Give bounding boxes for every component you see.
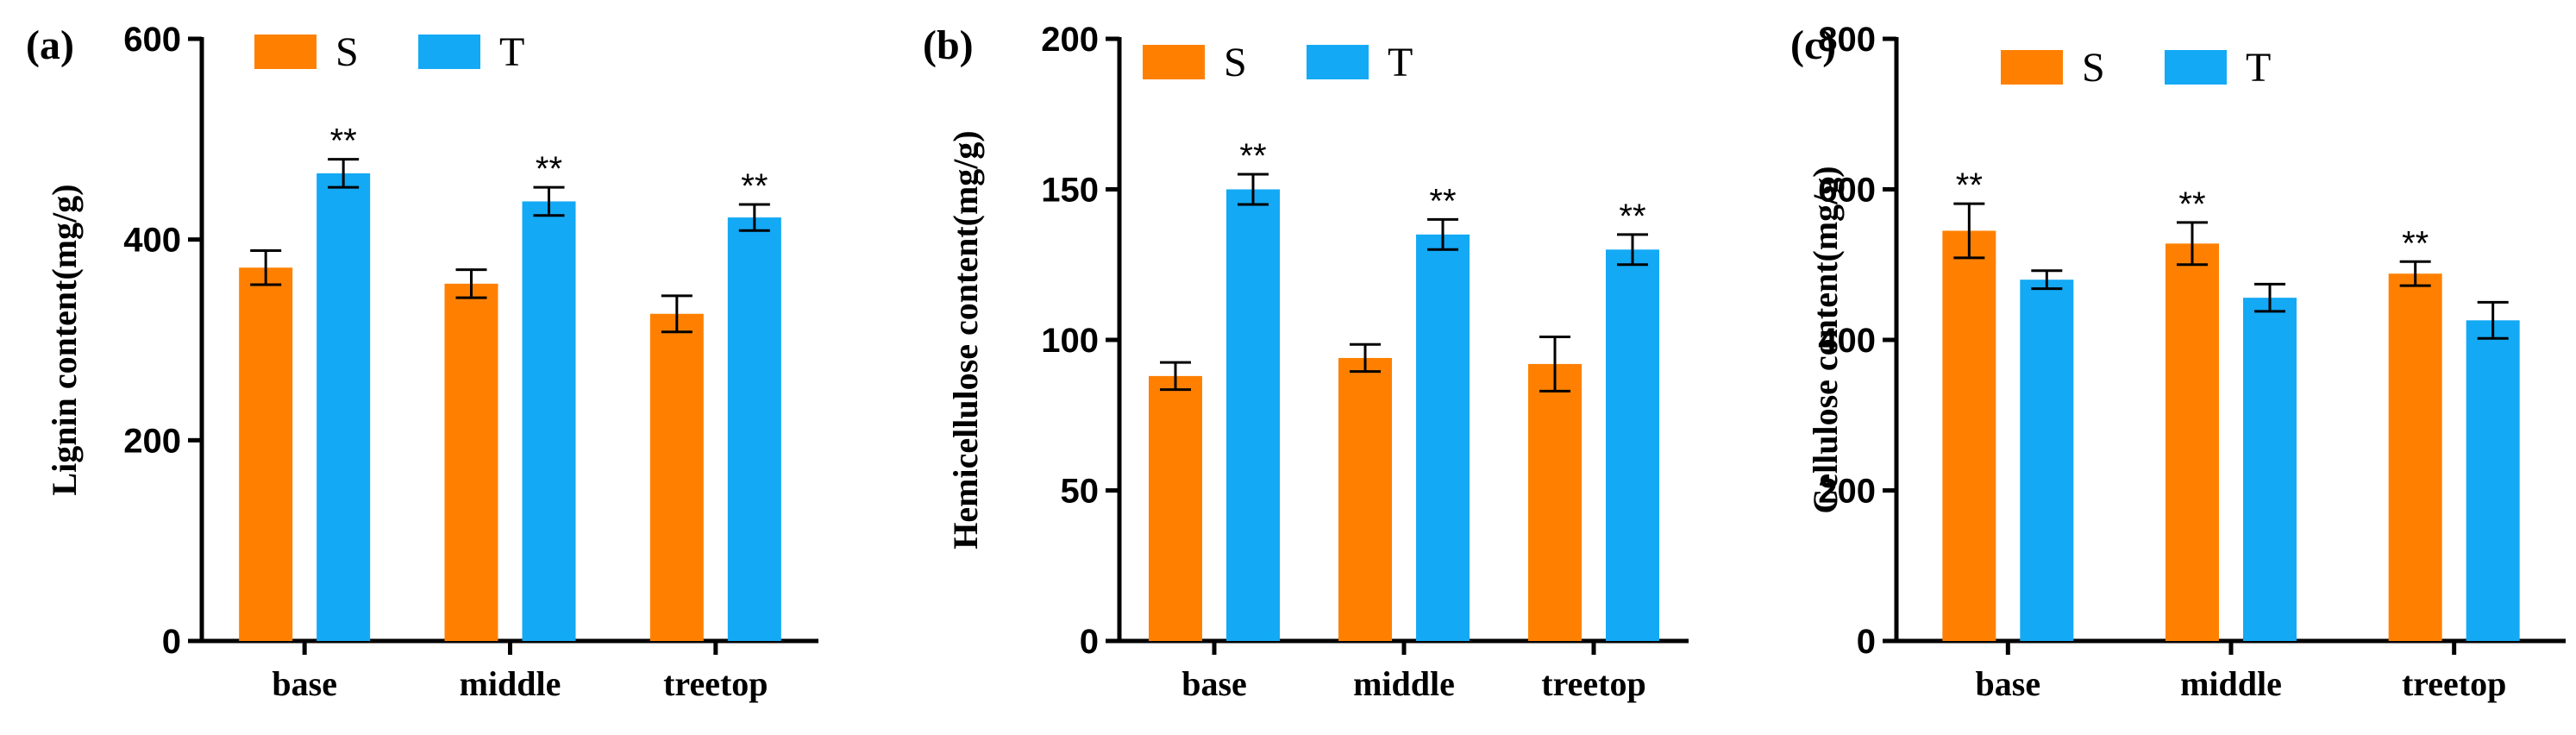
significance-marker: **	[2402, 224, 2429, 262]
legend-label-S: S	[335, 29, 359, 75]
y-tick-label: 100	[1041, 322, 1099, 360]
legend-label-T: T	[1388, 40, 1413, 85]
legend-swatch-S	[254, 35, 317, 69]
panel-label: (a)	[26, 22, 74, 68]
significance-marker: **	[1429, 182, 1456, 220]
x-tick-label: treetop	[663, 664, 768, 703]
legend-swatch-S	[1143, 45, 1205, 79]
legend-swatch-S	[2001, 50, 2063, 85]
panel-2: (b) Hemicellulose content(mg/g) 0 50 100 150 2…	[923, 21, 1689, 703]
y-tick-label: 0	[1857, 623, 1876, 661]
y-axis-label: Cellulose content(mg/g)	[1806, 166, 1845, 513]
bar-S-treetop	[2388, 273, 2442, 641]
x-tick-label: base	[1976, 664, 2041, 703]
y-axis-label: Hemicellulose content(mg/g)	[946, 130, 985, 549]
bar-T-middle	[522, 201, 576, 641]
y-tick-label: 200	[1041, 21, 1099, 59]
y-axis-label: Lignin content(mg/g)	[45, 184, 84, 495]
legend-label-T: T	[2246, 45, 2271, 91]
bar-T-treetop	[727, 217, 781, 641]
legend-label-S: S	[1224, 40, 1247, 85]
bar-T-base	[2020, 280, 2074, 641]
significance-marker: **	[741, 167, 768, 205]
legend-swatch-T	[418, 35, 480, 69]
x-tick-label: treetop	[2402, 664, 2506, 703]
panel-3: (c) Cellulose content(mg/g) 0 200 400 600 800 b…	[1790, 21, 2566, 703]
bar-S-treetop	[1528, 363, 1582, 641]
bar-S-middle	[444, 283, 498, 641]
legend-swatch-T	[1307, 45, 1369, 79]
y-tick-label: 50	[1061, 473, 1100, 511]
bar-T-treetop	[2466, 320, 2520, 641]
y-tick-label: 200	[123, 422, 181, 460]
y-tick-label: 600	[123, 21, 181, 59]
panel-label: (c)	[1790, 22, 1836, 68]
bar-T-middle	[2243, 298, 2297, 641]
y-tick-label: 400	[1818, 322, 1876, 360]
panel-1: (a) Lignin content(mg/g) 0 200 400 600 base ** m…	[26, 21, 818, 703]
bar-S-base	[1149, 375, 1202, 641]
x-tick-label: treetop	[1541, 664, 1645, 703]
x-tick-label: middle	[460, 664, 561, 703]
significance-marker: **	[536, 150, 562, 188]
y-tick-label: 0	[162, 623, 181, 661]
y-tick-label: 800	[1818, 21, 1876, 59]
bar-T-base	[317, 173, 371, 642]
bar-T-treetop	[1606, 249, 1659, 641]
y-tick-label: 150	[1041, 172, 1099, 210]
significance-marker: **	[330, 122, 357, 160]
significance-marker: **	[1239, 137, 1266, 175]
bar-T-middle	[1416, 234, 1470, 641]
legend-label-T: T	[499, 29, 524, 75]
bar-S-base	[1942, 230, 1996, 641]
bar-S-middle	[2165, 243, 2219, 641]
x-tick-label: middle	[2180, 664, 2282, 703]
legend-label-S: S	[2082, 45, 2105, 91]
bar-S-middle	[1338, 357, 1392, 641]
panel-label: (b)	[923, 22, 974, 68]
x-tick-label: middle	[1353, 664, 1455, 703]
bar-T-base	[1226, 189, 1280, 641]
significance-marker: **	[1956, 166, 1983, 204]
y-tick-label: 600	[1818, 172, 1876, 210]
significance-marker: **	[1619, 198, 1645, 236]
y-tick-label: 0	[1080, 623, 1099, 661]
legend-swatch-T	[2165, 50, 2227, 85]
x-tick-label: base	[272, 664, 337, 703]
y-tick-label: 400	[123, 222, 181, 260]
significance-marker: **	[2178, 185, 2205, 223]
bar-S-base	[239, 267, 293, 641]
x-tick-label: base	[1181, 664, 1247, 703]
bar-S-treetop	[649, 313, 704, 641]
y-tick-label: 200	[1818, 473, 1876, 511]
